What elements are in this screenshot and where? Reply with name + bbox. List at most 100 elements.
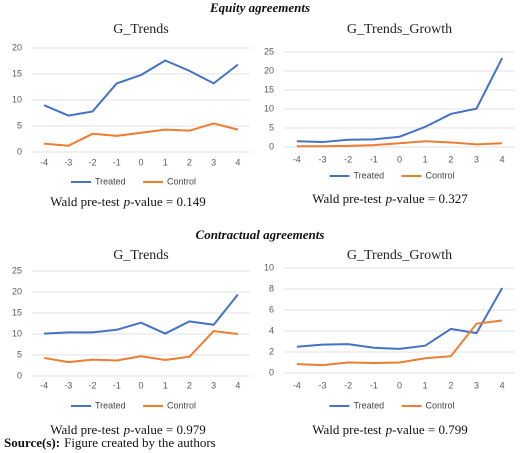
series-line xyxy=(296,319,503,367)
y-tick-label: 4 xyxy=(269,325,274,335)
y-tick-label: 2 xyxy=(269,346,274,356)
y-tick-label: 0 xyxy=(269,367,274,377)
chart-title: G_Trends_Growth xyxy=(347,22,452,37)
y-tick-label: 5 xyxy=(269,122,274,132)
series-line xyxy=(43,330,239,364)
series-line xyxy=(44,293,239,335)
y-tick-label: 25 xyxy=(264,46,274,56)
x-tick-label: -1 xyxy=(113,157,121,167)
legend-label: Control xyxy=(426,170,455,180)
x-tick-label: -4 xyxy=(40,157,48,167)
y-tick-label: 25 xyxy=(12,265,22,275)
x-tick-label: 0 xyxy=(138,157,143,167)
y-tick-label: 15 xyxy=(12,307,22,317)
x-tick-label: 4 xyxy=(235,380,240,390)
y-tick-label: 10 xyxy=(264,262,274,272)
x-tick-label: -2 xyxy=(344,380,352,390)
y-tick-label: 15 xyxy=(264,84,274,94)
x-tick-label: 2 xyxy=(187,157,192,167)
section-title: Contractual agreements xyxy=(196,227,325,242)
y-tick-label: 10 xyxy=(12,94,22,104)
annotation-text: -value = 0.327 xyxy=(392,191,468,206)
y-tick-label: 0 xyxy=(17,370,22,380)
section-title: Equity agreements xyxy=(209,0,310,15)
x-tick-label: 4 xyxy=(500,380,505,390)
chart-title: G_Trends xyxy=(113,22,169,37)
x-tick-label: -3 xyxy=(318,380,326,390)
series-line xyxy=(44,122,239,147)
source-text: Figure created by the authors xyxy=(64,435,216,450)
x-tick-label: -1 xyxy=(370,154,378,164)
legend-label: Treated xyxy=(354,400,385,410)
y-tick-label: 0 xyxy=(269,141,274,151)
annotation-text: -value = 0.149 xyxy=(130,194,206,209)
x-tick-label: 3 xyxy=(474,154,479,164)
x-tick-label: 0 xyxy=(397,154,402,164)
legend-label: Control xyxy=(167,176,196,186)
y-tick-label: 6 xyxy=(269,304,274,314)
y-tick-label: 8 xyxy=(269,283,274,293)
annotation-text: -value = 0.799 xyxy=(392,422,468,437)
x-tick-label: -4 xyxy=(293,380,301,390)
legend-label: Treated xyxy=(95,400,126,410)
x-tick-label: 3 xyxy=(211,380,216,390)
x-tick-label: -2 xyxy=(344,154,352,164)
y-tick-label: 0 xyxy=(17,146,22,156)
y-tick-label: 10 xyxy=(12,328,22,338)
x-tick-label: -3 xyxy=(64,380,72,390)
x-tick-label: 3 xyxy=(211,157,216,167)
annotation: Wald pre-test p-value = 0.327 xyxy=(312,191,468,206)
x-tick-label: -4 xyxy=(293,154,301,164)
y-tick-label: 10 xyxy=(264,103,274,113)
legend-label: Control xyxy=(167,400,196,410)
annotation-text: Wald pre-test xyxy=(50,422,120,437)
y-tick-label: 5 xyxy=(17,349,22,359)
x-tick-label: 2 xyxy=(448,380,453,390)
legend-label: Treated xyxy=(354,170,385,180)
annotation-text: Wald pre-test xyxy=(312,191,382,206)
x-tick-label: 1 xyxy=(163,157,168,167)
annotation: Wald pre-test p-value = 0.799 xyxy=(312,422,467,437)
x-tick-label: -1 xyxy=(370,380,378,390)
annotation: Wald pre-test p-value = 0.979 xyxy=(50,422,205,437)
x-tick-label: 0 xyxy=(397,380,402,390)
x-tick-label: 1 xyxy=(163,380,168,390)
chart-title: G_Trends_Growth xyxy=(347,248,452,263)
annotation-symbol: p xyxy=(123,422,131,437)
legend-label: Treated xyxy=(95,176,126,186)
x-tick-label: -4 xyxy=(40,380,48,390)
series-line xyxy=(296,140,503,148)
x-tick-label: 2 xyxy=(448,154,453,164)
annotation-symbol: p xyxy=(385,191,393,206)
x-tick-label: -1 xyxy=(113,380,121,390)
y-tick-label: 5 xyxy=(17,120,22,130)
x-tick-label: 0 xyxy=(138,380,143,390)
x-tick-label: 1 xyxy=(423,380,428,390)
annotation-text: Wald pre-test xyxy=(50,194,120,209)
annotation-text: -value = 0.979 xyxy=(130,422,206,437)
annotation: Wald pre-test p-value = 0.149 xyxy=(50,194,205,209)
legend-label: Control xyxy=(426,400,455,410)
x-tick-label: 4 xyxy=(235,157,240,167)
chart-title: G_Trends xyxy=(113,248,169,263)
annotation-symbol: p xyxy=(385,422,393,437)
x-tick-label: 4 xyxy=(500,154,505,164)
source: Source(s): Figure created by the authors xyxy=(4,435,216,450)
annotation-text: Wald pre-test xyxy=(312,422,382,437)
y-tick-label: 20 xyxy=(264,65,274,75)
x-tick-label: -3 xyxy=(318,154,326,164)
x-tick-label: 2 xyxy=(187,380,192,390)
y-tick-label: 15 xyxy=(12,68,22,78)
x-tick-label: -3 xyxy=(64,157,72,167)
x-tick-label: -2 xyxy=(89,157,97,167)
x-tick-label: -2 xyxy=(89,380,97,390)
series-line xyxy=(296,287,504,350)
y-tick-label: 20 xyxy=(12,286,22,296)
x-tick-label: 3 xyxy=(474,380,479,390)
y-tick-label: 20 xyxy=(12,42,22,52)
series-line xyxy=(296,57,504,144)
source-label: Source(s): xyxy=(4,435,60,450)
x-tick-label: 1 xyxy=(423,154,428,164)
series-line xyxy=(43,59,239,117)
